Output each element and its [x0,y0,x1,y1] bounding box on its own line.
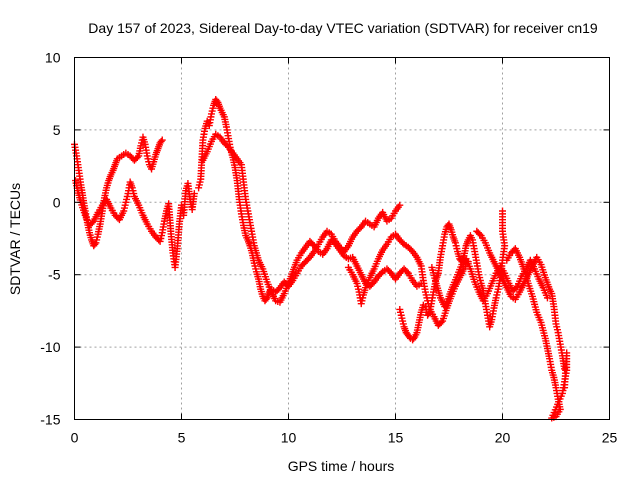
data-points [71,95,571,422]
x-tick-label: 25 [602,430,618,446]
x-tick-label: 5 [178,430,186,446]
data-point [91,240,99,248]
y-tick-label: 0 [53,194,61,210]
series-cn19-track-h [473,227,569,373]
x-tick-label: 20 [495,430,511,446]
data-point [399,239,407,247]
data-point [425,310,433,318]
data-point [543,294,551,302]
y-tick-label: -10 [40,339,60,355]
series-cn19-track-f [396,207,509,344]
data-point [190,190,198,198]
data-point [377,269,385,277]
data-point [437,318,445,326]
series-cn19-track-b [72,177,198,271]
y-tick-label: 5 [53,122,61,138]
series-cn19-track-i [503,245,571,422]
data-point [157,137,165,145]
x-tick-labels: 0 5 10 15 20 25 [71,430,618,446]
data-point [499,207,506,215]
x-tick-label: 15 [388,430,404,446]
data-point [158,136,166,144]
axis-ticks [74,57,610,420]
data-point [410,334,418,342]
y-tick-label: -5 [48,267,61,283]
x-tick-label: 0 [71,430,79,446]
y-axis-label: SDTVAR / TECUs [7,183,23,295]
x-tick-label: 10 [281,430,297,446]
data-point [396,201,404,209]
plot-frame [74,57,610,420]
data-point [133,153,141,161]
data-point [561,384,569,392]
data-point [403,268,411,276]
y-tick-label: 10 [45,50,61,66]
x-axis-label: GPS time / hours [288,458,395,474]
y-tick-labels: -15 -10 -5 0 5 10 [40,50,60,428]
y-tick-label: -15 [40,412,60,428]
chart-title: Day 157 of 2023, Sidereal Day-to-day VTE… [88,20,598,36]
data-point [88,219,96,227]
series-cn19-track-d [199,130,425,306]
data-point [476,230,484,238]
